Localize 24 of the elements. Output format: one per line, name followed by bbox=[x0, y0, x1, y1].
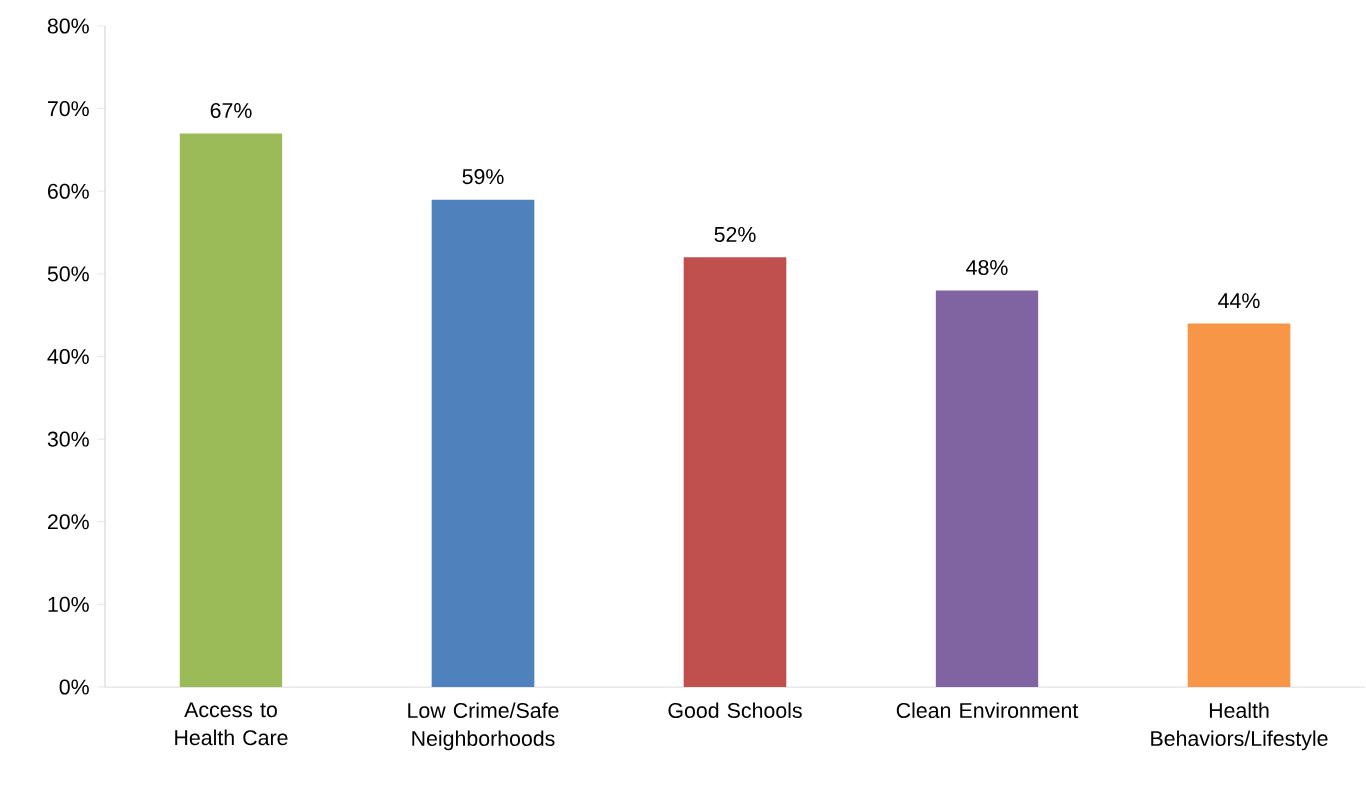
x-tick-label: Health Behaviors/Lifestyle bbox=[1151, 702, 1328, 751]
data-label: 52% bbox=[714, 226, 756, 242]
x-tick-label: Clean Environment bbox=[896, 702, 1079, 719]
bar bbox=[431, 199, 535, 687]
x-tick-label: Good Schools bbox=[668, 702, 802, 719]
bar bbox=[683, 257, 787, 687]
y-tick-label: 30% bbox=[47, 431, 89, 447]
y-tick-label: 80% bbox=[47, 18, 89, 34]
y-tick-label: 10% bbox=[48, 596, 89, 612]
data-label: 48% bbox=[966, 259, 1008, 276]
y-tick-label: 50% bbox=[47, 266, 89, 282]
x-tick-label: Access to Health Care bbox=[175, 702, 288, 746]
y-tick-label: 0% bbox=[59, 679, 89, 695]
y-tick-label: 20% bbox=[47, 514, 89, 530]
data-label: 44% bbox=[1218, 293, 1260, 309]
data-label: 67% bbox=[210, 102, 252, 119]
bar bbox=[935, 290, 1039, 687]
y-tick-label: 40% bbox=[47, 348, 89, 365]
bar bbox=[179, 133, 283, 687]
y-tick-label: 70% bbox=[48, 101, 89, 117]
data-label: 59% bbox=[462, 169, 504, 185]
x-tick-label: Low Crime/Safe Neighborhoods bbox=[408, 702, 559, 751]
bar bbox=[1187, 323, 1291, 687]
y-tick-label: 60% bbox=[48, 183, 89, 199]
